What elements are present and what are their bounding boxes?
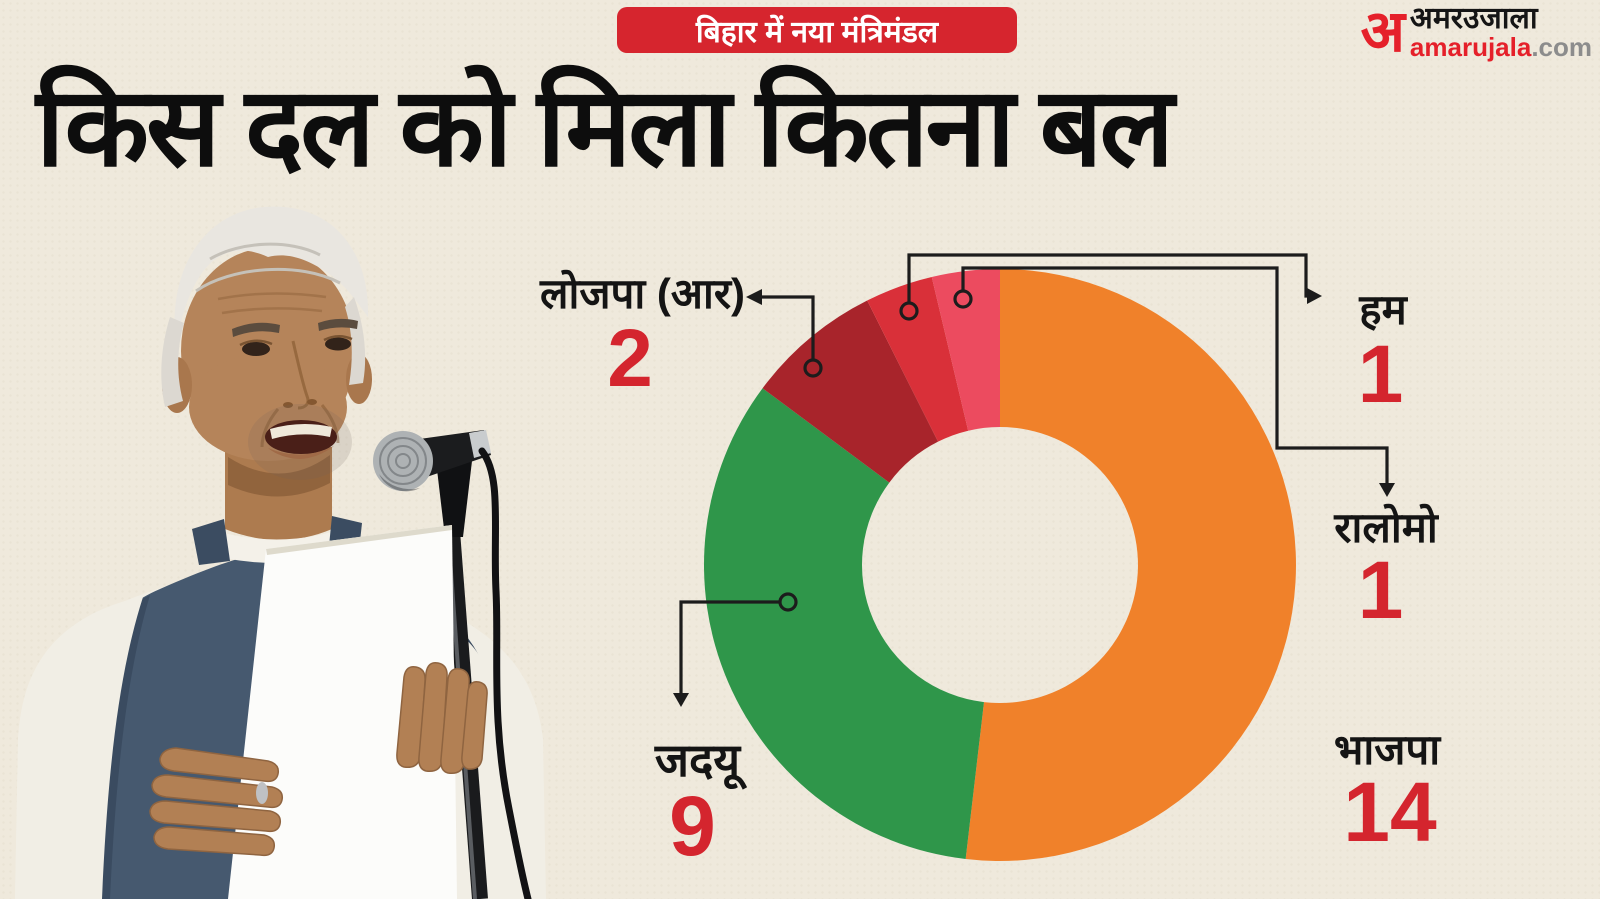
logo-domain-tld: .com	[1531, 32, 1592, 62]
mic-capsule	[373, 431, 433, 491]
vest-collar-right	[328, 516, 362, 560]
mic-capsule-shade	[379, 474, 420, 492]
paper-edge-shadow	[266, 525, 452, 555]
mouth-open	[265, 420, 337, 454]
hair	[174, 206, 369, 347]
logo-hindi-text: अमरउजाला	[1409, 2, 1538, 35]
ear-right	[346, 354, 372, 404]
face	[181, 248, 355, 454]
finger-ring	[256, 782, 268, 804]
hand-right	[396, 661, 488, 775]
hair-strands	[195, 242, 341, 293]
donut-segment-जदयू	[703, 388, 984, 859]
eye-left	[242, 342, 270, 356]
callout-arrow-ralomo	[1379, 483, 1395, 497]
callout-dot-jdu	[778, 592, 798, 612]
page-title: किस दल को मिला कितना बल	[36, 66, 1174, 189]
stubble-shadow	[248, 404, 352, 480]
vest-shadow-left	[70, 595, 150, 899]
hand-left	[149, 747, 284, 857]
callout-arrow-lojpa	[746, 289, 762, 305]
kurta-collar	[198, 525, 357, 564]
lower-lip	[268, 446, 334, 459]
eyelid-lines	[239, 335, 353, 347]
value-jdu: 9	[669, 779, 716, 873]
donut-segment-रालोमो	[931, 269, 1000, 431]
donut-chart	[703, 269, 1296, 861]
value-lojpa: 2	[607, 313, 653, 404]
kurta-sleeve-left	[15, 597, 143, 899]
hair-side-left	[161, 317, 184, 407]
vest-button	[297, 505, 309, 517]
callout-line-lojpa	[760, 295, 815, 360]
callout-arrow-jdu	[673, 693, 689, 707]
vest-shadow-right	[430, 604, 501, 899]
value-ralomo: 1	[1357, 545, 1404, 636]
eye-right	[325, 337, 351, 351]
label-ham: हम	[1359, 286, 1407, 333]
ear-left	[162, 357, 192, 413]
kurta-body	[15, 565, 546, 899]
eyebrow-right	[318, 318, 358, 331]
callout-arrow-ham	[1307, 288, 1322, 304]
jowls	[189, 353, 347, 461]
kurta-sleeve-right	[422, 609, 505, 899]
paper-sheet	[228, 525, 457, 899]
logo-mark-icon: अ	[1360, 0, 1405, 64]
mic-mesh-2	[387, 445, 419, 477]
donut-segment-हम	[867, 276, 969, 442]
mic-mesh-3	[395, 453, 411, 469]
callout-lines	[673, 253, 1395, 707]
mic-mesh-1	[379, 437, 427, 485]
callout-dot-ham	[899, 301, 919, 321]
teeth	[270, 423, 332, 439]
label-jdu: जदयू	[654, 734, 741, 786]
label-lojpa: लोजपा (आर)	[540, 270, 745, 317]
callout-line-ham	[907, 253, 1308, 303]
smile-lines	[260, 404, 340, 448]
callout-dot-ralomo	[953, 289, 973, 309]
hair-side-right	[345, 297, 366, 385]
amarujala-logo[interactable]: अ अमरउजाला amarujala.com	[1360, 0, 1592, 64]
mic-body	[398, 430, 491, 482]
vest-collar-left	[192, 519, 230, 565]
vest-placket	[293, 551, 304, 659]
nose-line	[291, 340, 310, 410]
eyebrow-left	[232, 322, 280, 337]
nostril-left	[283, 402, 293, 408]
value-ham: 1	[1357, 329, 1404, 420]
mic-clamp	[436, 461, 472, 537]
donut-segment-भाजपा	[965, 269, 1296, 861]
logo-domain-text: amarujala.com	[1410, 34, 1592, 61]
label-ralomo: रालोमो	[1334, 504, 1438, 551]
label-bjp: भाजपा	[1333, 726, 1441, 773]
kurta-chest	[266, 547, 320, 597]
mic-ring	[469, 430, 491, 458]
mic-stand-highlight	[446, 530, 477, 899]
neck-shadow	[228, 455, 330, 497]
value-bjp: 14	[1343, 765, 1437, 859]
mic-stand-pole	[444, 530, 488, 899]
neck	[225, 447, 332, 540]
callout-line-jdu	[679, 600, 780, 694]
top-badge: बिहार में नया मंत्रिमंडल	[617, 7, 1017, 53]
callout-dot-lojpa	[803, 358, 823, 378]
donut-segment-लोजपा (आर)	[762, 300, 939, 483]
forehead-lines	[217, 292, 327, 315]
mic-cable	[478, 447, 532, 899]
callout-line-ralomo	[961, 266, 1389, 484]
nostril-right	[307, 399, 317, 405]
vest	[70, 553, 501, 899]
logo-domain-name: amarujala	[1409, 32, 1532, 62]
